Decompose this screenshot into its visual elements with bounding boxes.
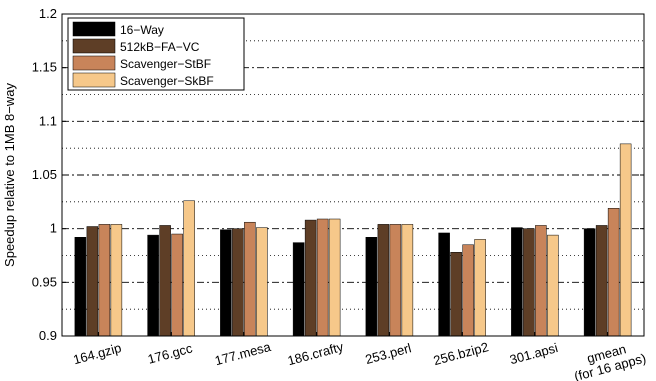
bar-4-3: [401, 224, 414, 337]
bar-0-1: [86, 226, 99, 337]
y-tick-label-5: 1.15: [32, 60, 57, 75]
legend-swatch-1: [72, 38, 116, 54]
x-tick-label-6: 301.apsi: [508, 340, 559, 367]
x-tick-label-3: 186.crafty: [286, 339, 346, 368]
bar-7-1: [595, 225, 608, 337]
bar-7-2: [607, 208, 620, 337]
bar-3-2: [316, 218, 329, 337]
y-tick-label-1: 0.95: [32, 274, 57, 289]
legend: 16−Way 512kB−FA−VC Scavenger−StBF Scavenger…: [67, 17, 245, 91]
legend-swatch-0: [72, 21, 116, 37]
bar-2-0: [220, 229, 232, 337]
legend-label-2: Scavenger−StBF: [120, 57, 211, 71]
legend-label-3: Scavenger−SkBF: [120, 74, 214, 88]
y-tick-label-4: 1.1: [39, 113, 57, 128]
bar-1-3: [183, 200, 195, 337]
bar-5-2: [462, 244, 474, 337]
x-tick-label-5: 256.bzip2: [432, 339, 490, 368]
bars: [74, 143, 632, 337]
y-axis-ticks: 0.9 0.95 1 1.05 1.1 1.15 1.2: [32, 6, 644, 343]
bar-0-2: [98, 224, 111, 337]
bar-1-2: [171, 233, 183, 337]
x-tick-label-0: 164.gzip: [72, 340, 123, 367]
bar-5-0: [438, 232, 450, 337]
bar-7-0: [583, 228, 596, 337]
bar-1-0: [147, 234, 159, 337]
y-axis-label: Speedup relative to 1MB 8−way: [2, 83, 17, 267]
y-tick-label-0: 0.9: [39, 328, 57, 343]
bar-3-0: [292, 242, 305, 337]
legend-label-0: 16−Way: [120, 23, 164, 37]
bar-7-3: [619, 143, 632, 337]
bar-0-3: [110, 224, 123, 337]
bar-4-0: [365, 237, 378, 337]
y-tick-label-3: 1.05: [32, 167, 57, 182]
bar-5-3: [474, 239, 486, 337]
grid-lines: [62, 40, 644, 310]
x-tick-label-7: gmean(for 16 apps): [569, 337, 648, 381]
y-tick-label-2: 1: [50, 221, 57, 236]
bar-6-0: [511, 227, 523, 337]
bar-0-0: [74, 237, 87, 337]
legend-swatch-2: [72, 55, 116, 71]
x-tick-label-4: 253.perl: [364, 340, 413, 367]
x-tick-label-2: 177.mesa: [213, 339, 273, 368]
legend-label-1: 512kB−FA−VC: [120, 40, 200, 54]
x-tick-label-1: 176.gcc: [146, 340, 194, 366]
bar-4-2: [389, 224, 402, 337]
bar-2-1: [232, 228, 244, 337]
bar-3-1: [304, 219, 317, 337]
bar-6-2: [535, 225, 547, 337]
legend-swatch-3: [72, 72, 116, 88]
bar-4-1: [377, 224, 390, 337]
bar-5-1: [450, 252, 462, 337]
bar-6-3: [547, 234, 559, 337]
bar-2-3: [256, 227, 268, 337]
y-tick-label-6: 1.2: [39, 6, 57, 21]
bar-1-1: [159, 225, 171, 337]
bar-6-1: [523, 228, 535, 337]
x-axis-ticks: 164.gzip 176.gcc 177.mesa 186.crafty 253.per…: [72, 332, 648, 381]
bar-3-3: [328, 218, 341, 337]
bar-2-2: [244, 221, 256, 337]
